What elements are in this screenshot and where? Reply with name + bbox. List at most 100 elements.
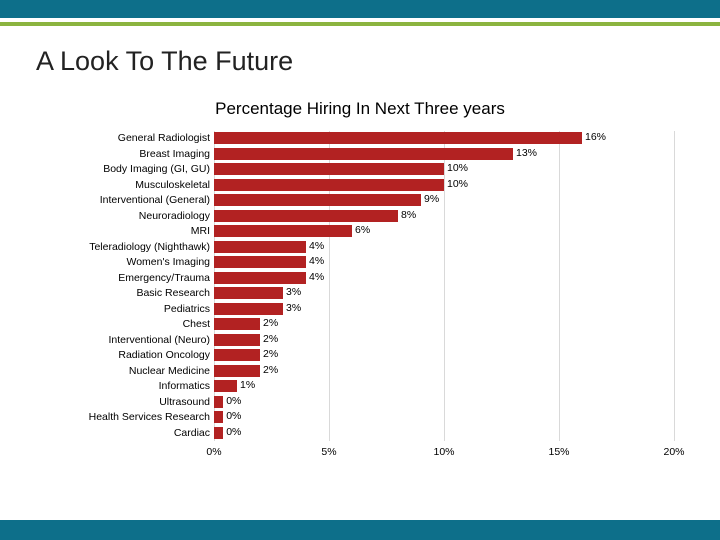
value-label: 16%	[585, 131, 606, 143]
category-label: Pediatrics	[54, 303, 214, 315]
value-label: 13%	[516, 147, 537, 159]
bar-track: 4%	[214, 241, 674, 253]
bar	[214, 396, 223, 408]
bar	[214, 210, 398, 222]
bar	[214, 179, 444, 191]
chart-row: Cardiac0%	[54, 426, 674, 440]
category-label: General Radiologist	[54, 132, 214, 144]
category-label: Women's Imaging	[54, 256, 214, 268]
category-label: Body Imaging (GI, GU)	[54, 163, 214, 175]
category-label: Teleradiology (Nighthawk)	[54, 241, 214, 253]
chart-row: Pediatrics 3%	[54, 302, 674, 316]
chart-row: MRI 6%	[54, 224, 674, 238]
bar-track: 4%	[214, 272, 674, 284]
chart-row: Ultrasound0%	[54, 395, 674, 409]
bar-track: 1%	[214, 380, 674, 392]
value-label: 10%	[447, 178, 468, 190]
x-axis: 0%5%10%15%20%	[54, 446, 674, 462]
value-label: 0%	[226, 426, 241, 438]
x-tick-label: 20%	[663, 446, 684, 458]
bar	[214, 303, 283, 315]
value-label: 4%	[309, 255, 324, 267]
x-tick-label: 15%	[548, 446, 569, 458]
chart-row: Health Services Research 0%	[54, 410, 674, 424]
category-label: Ultrasound	[54, 396, 214, 408]
bar	[214, 256, 306, 268]
bar	[214, 380, 237, 392]
category-label: Informatics	[54, 380, 214, 392]
top-border-bar	[0, 0, 720, 18]
bar	[214, 194, 421, 206]
category-label: Interventional (General)	[54, 194, 214, 206]
bar-track: 2%	[214, 318, 674, 330]
bar	[214, 427, 223, 439]
value-label: 1%	[240, 379, 255, 391]
category-label: Neuroradiology	[54, 210, 214, 222]
bar-track: 9%	[214, 194, 674, 206]
bar-track: 6%	[214, 225, 674, 237]
category-label: Interventional (Neuro)	[54, 334, 214, 346]
value-label: 0%	[226, 410, 241, 422]
bar-track: 13%	[214, 148, 674, 160]
bar	[214, 225, 352, 237]
x-tick-label: 0%	[206, 446, 221, 458]
value-label: 2%	[263, 333, 278, 345]
bar	[214, 287, 283, 299]
bar-track: 8%	[214, 210, 674, 222]
category-label: Breast Imaging	[54, 148, 214, 160]
category-label: Basic Research	[54, 287, 214, 299]
chart-row: Informatics 1%	[54, 379, 674, 393]
bar-track: 16%	[214, 132, 674, 144]
chart-row: Basic Research 3%	[54, 286, 674, 300]
chart-row: Musculoskeletal 10%	[54, 178, 674, 192]
x-axis-ticks: 0%5%10%15%20%	[214, 446, 674, 462]
bottom-border-bar	[0, 520, 720, 540]
value-label: 6%	[355, 224, 370, 236]
chart-area: General Radiologist16%Breast Imaging13%B…	[54, 131, 674, 462]
bar-track: 3%	[214, 303, 674, 315]
chart-row: Interventional (General) 9%	[54, 193, 674, 207]
bar	[214, 163, 444, 175]
chart-title: Percentage Hiring In Next Three years	[36, 99, 684, 119]
chart-row: General Radiologist 16%	[54, 131, 674, 145]
bar	[214, 241, 306, 253]
category-label: MRI	[54, 225, 214, 237]
x-tick-label: 5%	[321, 446, 336, 458]
x-axis-spacer	[54, 446, 214, 462]
category-label: Musculoskeletal	[54, 179, 214, 191]
value-label: 4%	[309, 240, 324, 252]
chart-row: Body Imaging (GI, GU)10%	[54, 162, 674, 176]
bar-track: 10%	[214, 163, 674, 175]
chart-row: Radiation Oncology 2%	[54, 348, 674, 362]
bar-track: 0%	[214, 411, 674, 423]
bar	[214, 272, 306, 284]
chart-row: Nuclear Medicine2%	[54, 364, 674, 378]
category-label: Radiation Oncology	[54, 349, 214, 361]
chart-row: Women's Imaging 4%	[54, 255, 674, 269]
bar-track: 2%	[214, 334, 674, 346]
bar-track: 0%	[214, 396, 674, 408]
bar-track: 4%	[214, 256, 674, 268]
category-label: Chest	[54, 318, 214, 330]
bar	[214, 411, 223, 423]
bar-track: 3%	[214, 287, 674, 299]
bar-track: 0%	[214, 427, 674, 439]
bar	[214, 365, 260, 377]
value-label: 2%	[263, 348, 278, 360]
category-label: Emergency/Trauma	[54, 272, 214, 284]
category-label: Nuclear Medicine	[54, 365, 214, 377]
value-label: 3%	[286, 302, 301, 314]
bar	[214, 318, 260, 330]
category-label: Health Services Research	[54, 411, 214, 423]
chart-row: Breast Imaging 13%	[54, 147, 674, 161]
bar	[214, 334, 260, 346]
bar-track: 2%	[214, 365, 674, 377]
chart-row: Neuroradiology8%	[54, 209, 674, 223]
chart-row: Chest2%	[54, 317, 674, 331]
value-label: 3%	[286, 286, 301, 298]
chart-row: Interventional (Neuro) 2%	[54, 333, 674, 347]
bar-track: 2%	[214, 349, 674, 361]
slide-content: A Look To The Future Percentage Hiring I…	[0, 26, 720, 462]
value-label: 9%	[424, 193, 439, 205]
bar-track: 10%	[214, 179, 674, 191]
